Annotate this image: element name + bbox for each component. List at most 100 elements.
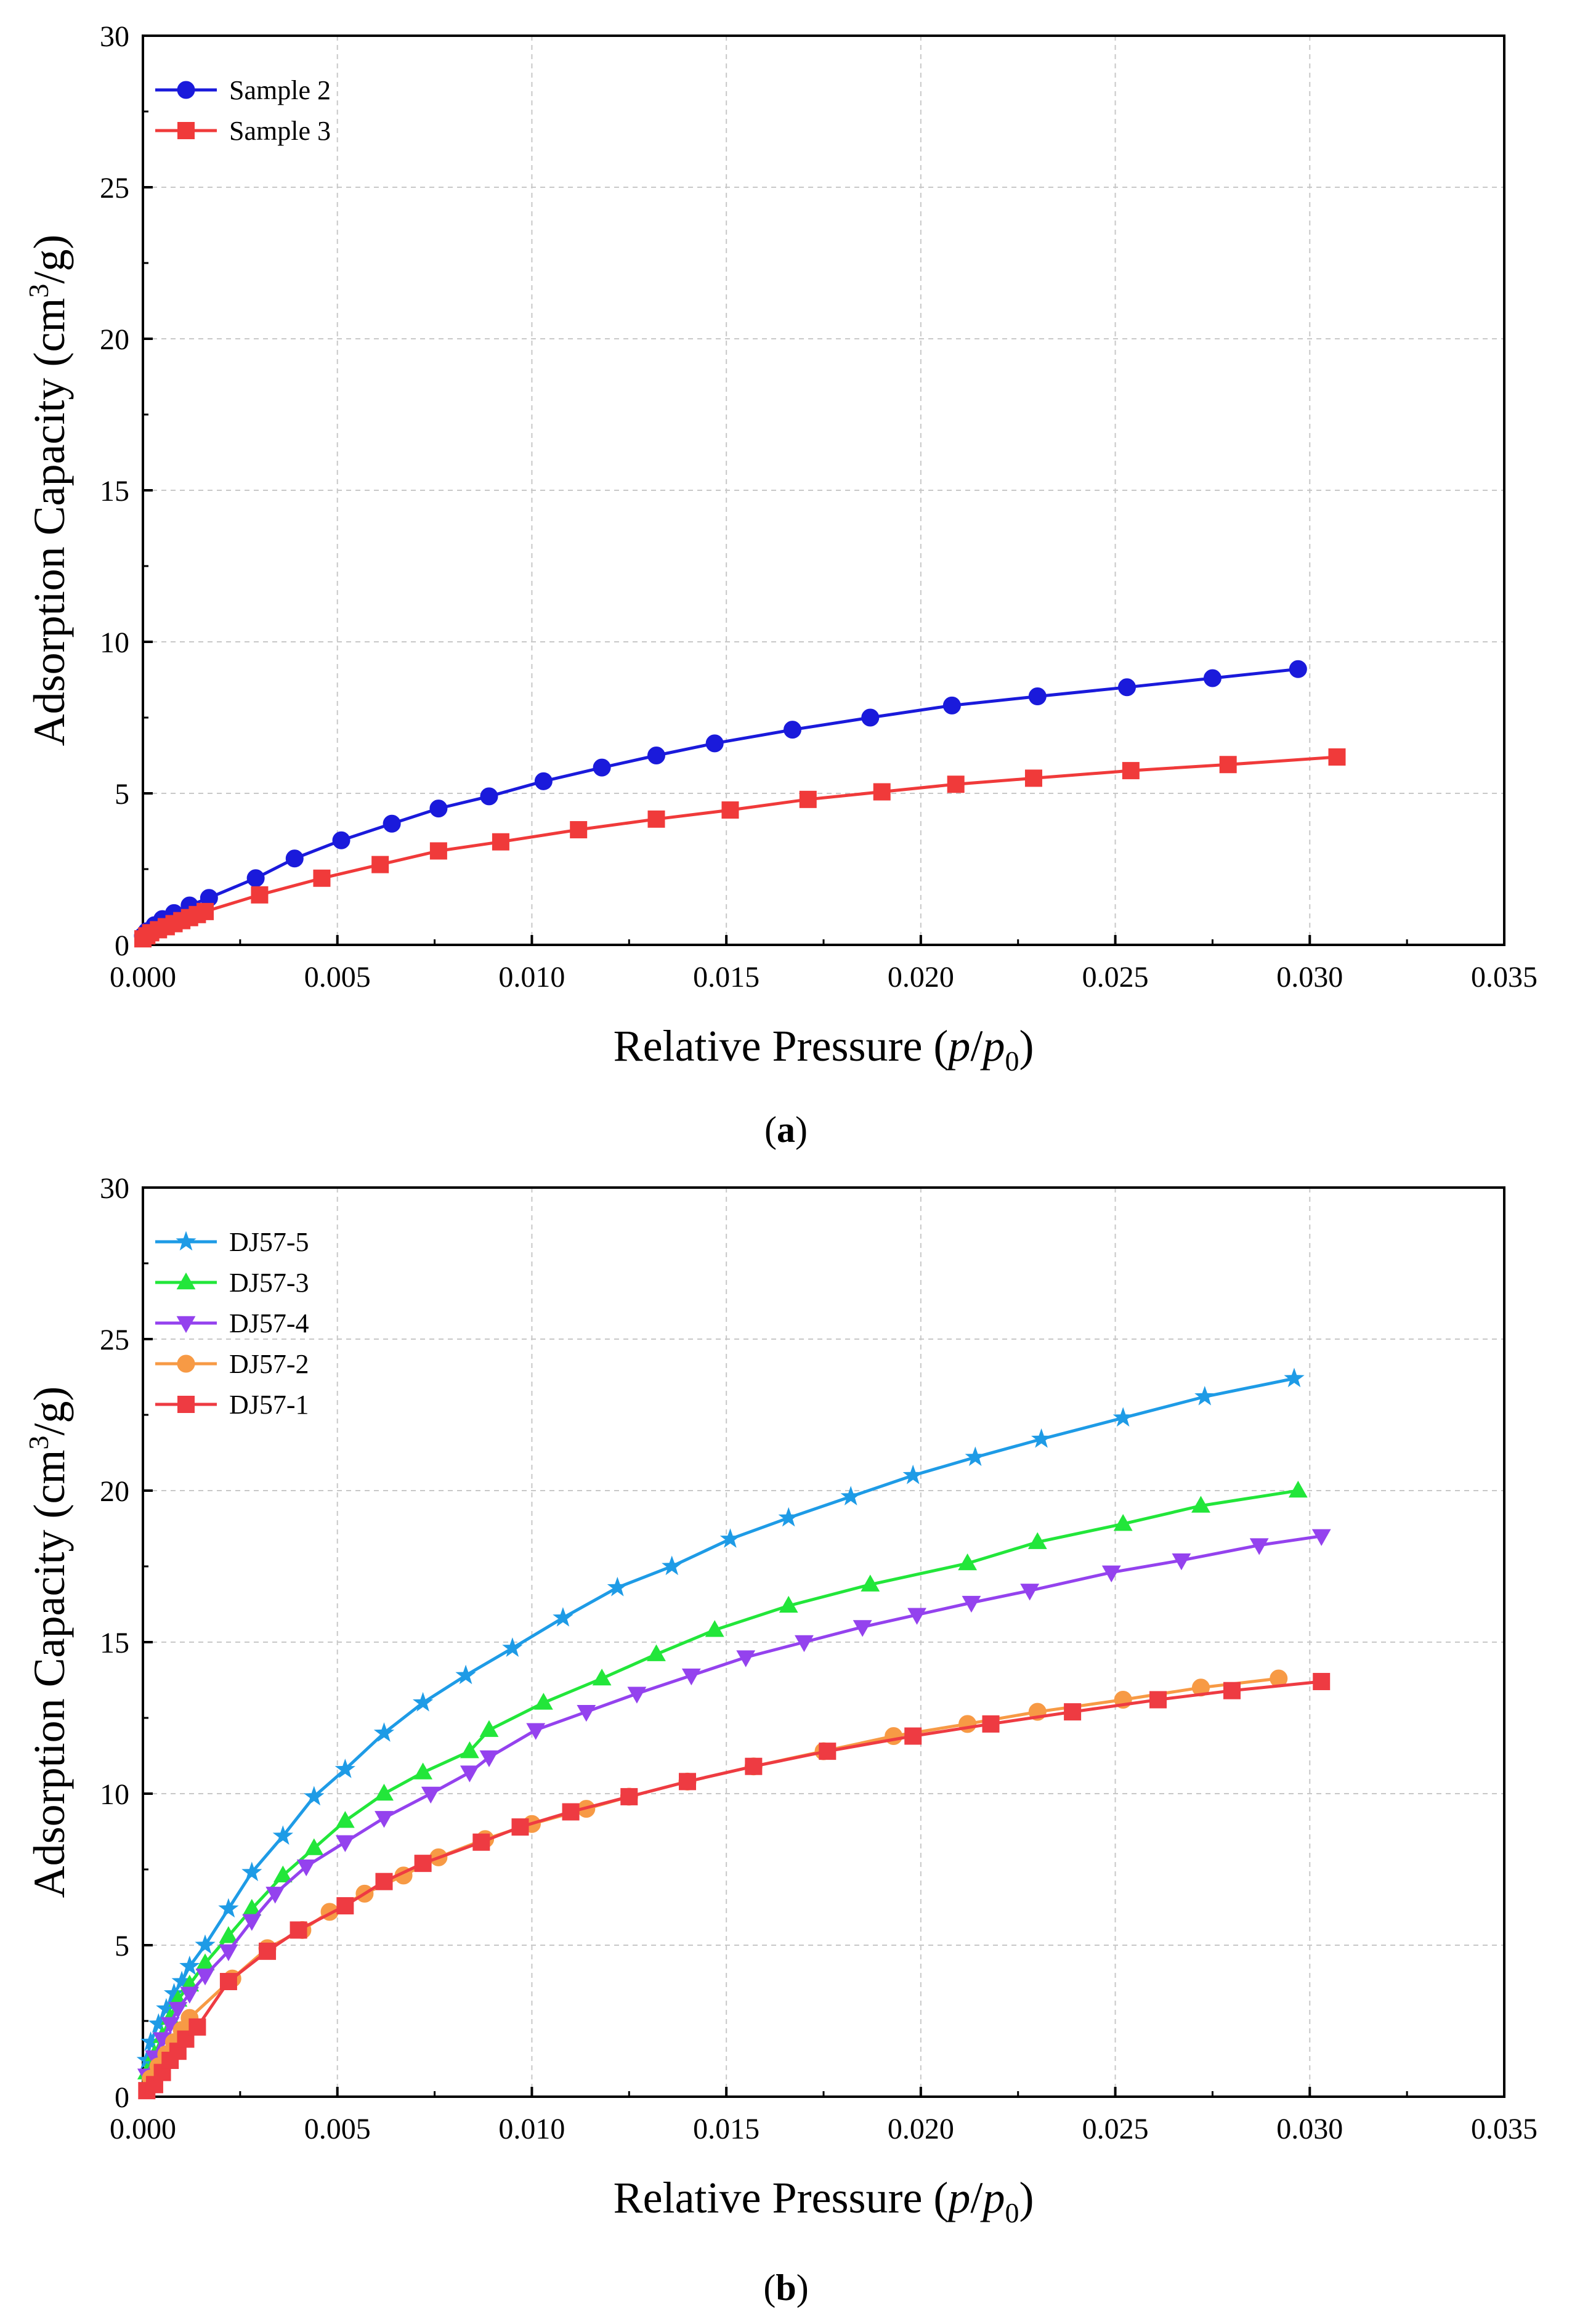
- data-point: [570, 821, 588, 839]
- data-point: [1219, 756, 1237, 774]
- data-point: [965, 1446, 986, 1466]
- legend-item: DJ57-3: [155, 1268, 309, 1298]
- data-point: [285, 849, 304, 868]
- data-point: [1313, 1672, 1331, 1690]
- data-point: [179, 1955, 200, 1975]
- caption-b: (b): [763, 2267, 809, 2308]
- y-axis-label: Adsorption Capacity (cm3/g): [23, 235, 74, 747]
- legend-item: DJ57-1: [155, 1390, 309, 1420]
- data-point: [526, 1723, 546, 1740]
- data-point: [195, 1934, 216, 1954]
- caption-a: (a): [764, 1109, 808, 1150]
- data-point: [472, 1833, 490, 1851]
- data-point: [195, 1969, 215, 1986]
- data-point: [902, 1464, 923, 1484]
- chart-a: 0.000 0.005 0.010 0.015 0.020 0.025 0.030 0.035…: [23, 20, 1538, 1077]
- legend-label: DJ57-5: [229, 1227, 309, 1257]
- data-point: [853, 1620, 872, 1637]
- data-point: [681, 1668, 701, 1686]
- data-point: [259, 1942, 277, 1960]
- data-point: [721, 801, 739, 819]
- legend-marker: [176, 1272, 196, 1290]
- y-tick-label: 30: [100, 20, 129, 53]
- data-point: [1328, 748, 1346, 766]
- y-tick-label: 30: [100, 1172, 129, 1205]
- data-point: [620, 1788, 638, 1805]
- data-point: [778, 1507, 799, 1527]
- x-tick-label: 0.010: [498, 961, 565, 994]
- data-point: [1031, 1428, 1052, 1448]
- legend-label: DJ57-4: [229, 1308, 309, 1338]
- data-point: [335, 1835, 355, 1852]
- data-point: [958, 1553, 978, 1571]
- data-point: [168, 2002, 188, 2019]
- data-point: [662, 1555, 683, 1576]
- data-point: [534, 772, 553, 790]
- data-point: [962, 1595, 981, 1613]
- y-tick-label: 0: [115, 2081, 129, 2114]
- data-point: [195, 1953, 215, 1970]
- legend-label: Sample 2: [229, 75, 331, 105]
- data-point: [562, 1803, 580, 1821]
- data-point: [1284, 1367, 1305, 1388]
- data-point: [373, 1722, 395, 1742]
- y-tick-label: 25: [100, 172, 129, 204]
- data-point: [197, 902, 214, 920]
- data-point: [479, 1720, 499, 1737]
- data-point: [705, 734, 724, 753]
- data-point: [375, 1811, 394, 1828]
- legend-marker: [176, 1231, 197, 1251]
- x-tick-label: 0.025: [1082, 961, 1149, 994]
- data-point: [873, 783, 891, 801]
- x-axis-label: Relative Pressure (p/p0): [614, 2173, 1034, 2229]
- legend-item: DJ57-2: [155, 1349, 309, 1379]
- data-point: [156, 1998, 177, 2018]
- data-point: [335, 1811, 355, 1828]
- data-point: [819, 1743, 837, 1760]
- data-point: [719, 1528, 741, 1548]
- data-point: [1172, 1553, 1191, 1571]
- data-point: [219, 1926, 238, 1943]
- x-tick-label: 0.020: [888, 961, 954, 994]
- data-point: [511, 1818, 529, 1836]
- x-tick-label: 0.030: [1276, 2113, 1343, 2145]
- data-point: [429, 800, 448, 818]
- data-point: [1203, 669, 1222, 687]
- data-point: [1118, 678, 1136, 697]
- data-point: [460, 1765, 479, 1783]
- data-point: [375, 1783, 394, 1801]
- data-point: [593, 758, 611, 777]
- data-point: [1113, 1514, 1133, 1531]
- data-point: [421, 1786, 440, 1804]
- data-point: [592, 1668, 612, 1686]
- data-point: [334, 1759, 355, 1778]
- x-tick-label: 0.030: [1276, 961, 1343, 994]
- data-point: [375, 1873, 393, 1890]
- data-point: [290, 1921, 307, 1939]
- y-tick-label: 5: [115, 1930, 129, 1962]
- data-point: [795, 1635, 814, 1653]
- plot-area: [143, 1188, 1504, 2097]
- data-point: [383, 814, 401, 833]
- plot-area: [143, 36, 1504, 945]
- data-point: [1194, 1386, 1215, 1406]
- x-tick-label: 0.035: [1471, 961, 1538, 994]
- data-point: [171, 1970, 192, 1991]
- data-point: [1122, 762, 1140, 780]
- x-tick-label: 0.015: [693, 2113, 760, 2145]
- y-tick-label: 20: [100, 1475, 129, 1508]
- y-tick-label: 10: [100, 1778, 129, 1811]
- data-point: [1149, 1691, 1167, 1709]
- data-point: [455, 1664, 476, 1685]
- data-point: [1288, 1480, 1308, 1498]
- data-point: [265, 1887, 285, 1904]
- data-point: [246, 869, 265, 888]
- data-point: [242, 1914, 262, 1931]
- data-point: [140, 2031, 161, 2051]
- y-tick-label: 15: [100, 1627, 129, 1659]
- data-point: [180, 1986, 200, 2004]
- data-point: [413, 1762, 433, 1779]
- data-point: [627, 1686, 647, 1704]
- data-point: [429, 842, 447, 860]
- data-point: [1223, 1682, 1241, 1699]
